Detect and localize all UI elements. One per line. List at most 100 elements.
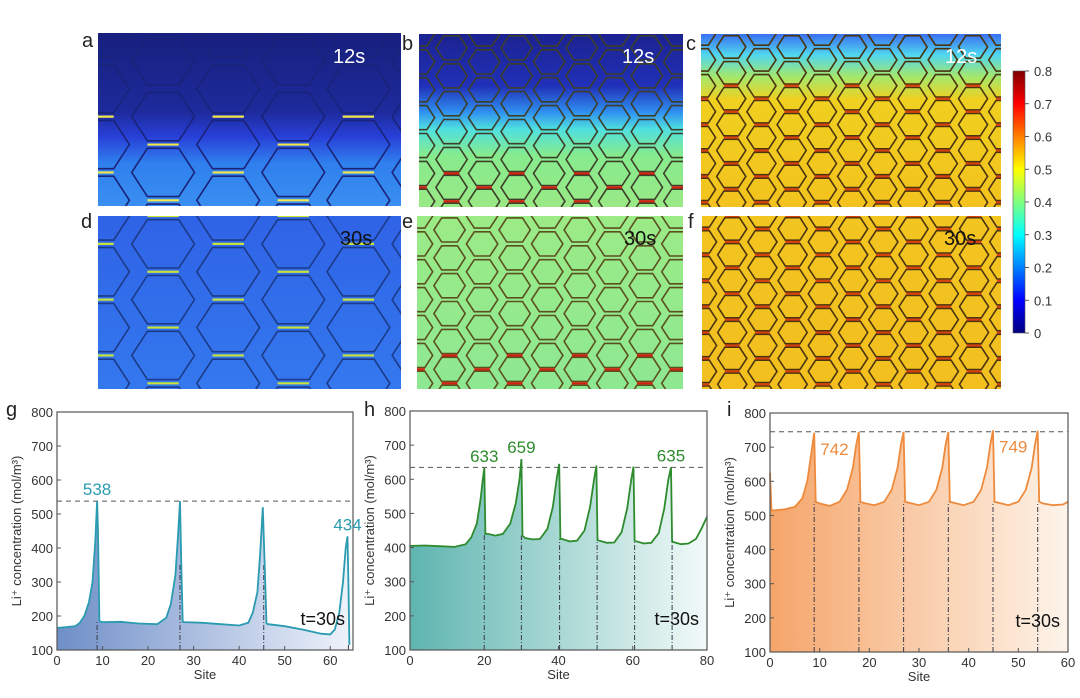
panel-letter-b: b <box>402 33 414 55</box>
hex-cell <box>927 47 959 72</box>
hex-cell <box>326 358 391 389</box>
hex-cell <box>660 231 683 257</box>
hex-cell <box>417 231 434 257</box>
hex-cell <box>715 190 747 207</box>
hex-cell <box>807 229 839 254</box>
hex-cell <box>597 48 631 75</box>
series-line <box>409 459 708 548</box>
x-tick-label: 60 <box>626 653 640 668</box>
hex-cell <box>927 73 959 98</box>
y-tick-label: 700 <box>31 439 53 454</box>
hex-cell <box>633 384 657 389</box>
y-tick-label: 600 <box>384 472 406 487</box>
hex-cell <box>957 34 989 60</box>
hex-cell <box>327 0 390 1</box>
hex-cell <box>628 300 662 327</box>
hex-cell <box>195 63 261 114</box>
x-tick-label: 30 <box>912 655 926 670</box>
hex-cell <box>434 146 469 173</box>
hex-cell <box>500 146 534 173</box>
colorbar-tick-label: 0.5 <box>1034 162 1052 177</box>
colorbar-tick-label: 0.4 <box>1034 195 1052 210</box>
colorbar-tick-label: 0.3 <box>1034 228 1052 243</box>
hex-cell <box>597 104 631 131</box>
y-tick-label: 500 <box>31 507 53 522</box>
hex-cell <box>701 34 717 47</box>
hex-cell <box>777 242 809 267</box>
hex-cell <box>98 358 131 389</box>
hex-cell <box>532 399 563 400</box>
hex-cell <box>701 73 717 98</box>
hex-cell <box>563 300 597 327</box>
hex-cell <box>807 307 839 332</box>
hex-cell <box>702 229 718 254</box>
hex-cell <box>806 34 838 47</box>
x-tick-label: 60 <box>323 653 337 668</box>
x-tick-label: 10 <box>812 655 826 670</box>
hex-cell <box>628 272 662 299</box>
hex-cell <box>465 314 499 341</box>
hex-cell <box>959 10 988 33</box>
hex-cell <box>807 255 839 280</box>
hex-cell <box>145 386 181 389</box>
y-tick-label: 400 <box>31 541 53 556</box>
hex-cell <box>417 342 434 369</box>
hex-cell <box>715 60 747 85</box>
hex-cell <box>498 356 532 383</box>
y-tick-label: 100 <box>31 643 53 658</box>
hex-cell <box>391 45 401 77</box>
hex-cell <box>195 33 261 58</box>
hex-cell <box>403 0 434 18</box>
hex-cell <box>98 302 131 353</box>
hex-cell <box>597 132 631 159</box>
hex-cell <box>195 358 261 389</box>
hex-cell <box>662 132 683 159</box>
hex-cell <box>716 216 748 241</box>
hex-cell <box>836 112 868 137</box>
peak-label: 749 <box>999 437 1027 456</box>
hex-cell <box>467 188 501 207</box>
hex-cell <box>776 34 808 60</box>
hex-cell <box>498 328 532 355</box>
hex-cell <box>467 104 501 131</box>
hex-cell <box>635 202 659 207</box>
hex-cell <box>777 320 809 345</box>
hex-cell <box>701 151 717 176</box>
y-tick-label: 700 <box>744 440 766 455</box>
x-tick-label: 20 <box>141 653 155 668</box>
time-label-e: 30s <box>624 228 656 250</box>
x-tick-label: 40 <box>961 655 975 670</box>
hex-cell <box>195 302 261 353</box>
hex-cell <box>432 356 467 383</box>
series-line <box>769 430 1069 512</box>
time-label-c: 12s <box>945 46 977 68</box>
y-tick-label: 200 <box>31 609 53 624</box>
hex-cell <box>505 202 528 207</box>
hex-cell <box>498 217 532 243</box>
hex-cell <box>897 138 929 163</box>
hex-cell <box>195 175 261 206</box>
hex-cell <box>702 359 718 384</box>
hex-cell <box>417 216 434 229</box>
y-tick-label: 800 <box>384 404 406 419</box>
area-fill <box>410 459 707 650</box>
hex-cell <box>745 73 777 98</box>
x-tick-label: 0 <box>766 655 773 670</box>
hex-cell <box>630 146 664 173</box>
hex-cell <box>631 8 662 32</box>
hex-cell <box>811 203 833 207</box>
panel-c <box>701 10 1001 207</box>
hex-cell <box>498 272 532 299</box>
hex-cell <box>957 190 989 207</box>
colorbar-ticks: 0 0.1 0.2 0.3 0.4 0.5 0.6 0.7 0.8 <box>1025 64 1052 341</box>
hex-cell <box>417 286 434 313</box>
hex-cell <box>434 62 469 89</box>
hex-cell <box>958 294 990 319</box>
hex-cell <box>417 370 434 389</box>
hex-cell <box>628 356 662 383</box>
hex-cell <box>866 73 898 98</box>
hex-cell <box>595 370 629 389</box>
x-tick-label: 40 <box>232 653 246 668</box>
hex-cell <box>836 164 868 189</box>
hex-cell <box>746 307 778 332</box>
